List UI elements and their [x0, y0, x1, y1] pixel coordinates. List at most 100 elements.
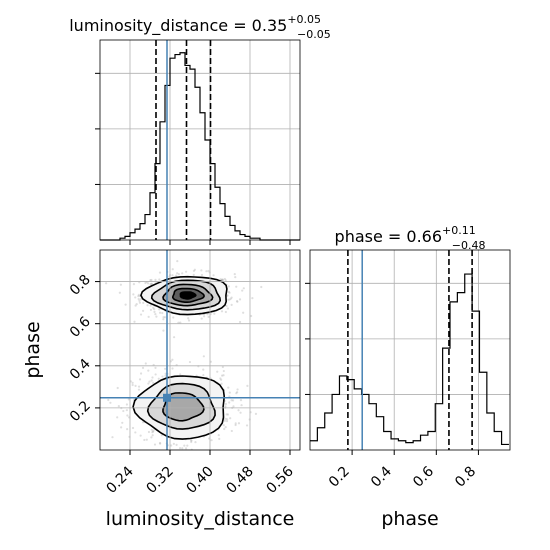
- scatter-point: [131, 381, 134, 384]
- scatter-point: [239, 399, 243, 402]
- scatter-point: [134, 431, 137, 434]
- scatter-point: [206, 313, 209, 316]
- scatter-point: [238, 298, 242, 301]
- scatter-point: [177, 321, 180, 324]
- grid: [310, 250, 510, 450]
- scatter-point: [153, 443, 157, 446]
- quantile-lines: [347, 250, 473, 450]
- scatter-point: [194, 451, 196, 453]
- scatter-point: [238, 320, 242, 324]
- scatter-point: [149, 282, 152, 286]
- scatter-point: [107, 398, 110, 402]
- scatter-point: [227, 386, 230, 389]
- hist-title: luminosity_distance = 0.35+0.05 −0.05: [69, 13, 331, 41]
- scatter-point: [144, 362, 147, 365]
- scatter-point: [144, 281, 147, 285]
- scatter-point: [235, 392, 238, 395]
- scatter-point: [127, 398, 130, 401]
- scatter-point: [236, 388, 239, 391]
- scatter-point: [154, 366, 157, 369]
- scatter-point: [139, 313, 143, 316]
- scatter-point: [117, 404, 120, 408]
- scatter-point: [200, 269, 203, 272]
- histogram-phase: 0.2 0.4 0.6 0.8 phase phase = 0.66+0.11 −0.4…: [305, 224, 511, 530]
- scatter-point: [151, 376, 154, 379]
- scatter-point: [179, 373, 182, 376]
- scatter-point: [150, 282, 153, 286]
- scatter-point: [151, 431, 154, 434]
- scatter-point: [213, 312, 216, 315]
- hist-title: phase = 0.66+0.11 −0.48: [335, 224, 486, 252]
- scatter-point: [220, 310, 224, 313]
- scatter-point: [179, 321, 182, 324]
- scatter-point: [137, 297, 140, 301]
- scatter-point: [227, 290, 230, 294]
- scatter-point: [250, 314, 253, 318]
- scatter-point: [183, 444, 186, 447]
- x-tick-label: 0.24: [103, 463, 136, 496]
- x-tick-label: 0.2: [326, 464, 353, 491]
- scatter-point: [187, 317, 190, 320]
- x-tick-label: 0.56: [263, 463, 296, 496]
- scatter-point: [236, 300, 239, 303]
- y-ticks: [95, 72, 100, 185]
- scatter-point: [229, 297, 232, 300]
- scatter-point: [139, 298, 142, 301]
- scatter-point: [200, 273, 204, 277]
- scatter-point: [230, 303, 233, 306]
- scatter-point: [171, 367, 174, 370]
- scatter-point: [226, 413, 230, 416]
- histogram-step-line: [100, 52, 300, 241]
- scatter-point: [172, 336, 176, 339]
- scatter-point: [190, 440, 193, 444]
- scatter-point: [205, 270, 208, 273]
- scatter-point: [132, 293, 135, 296]
- scatter-point: [227, 285, 230, 288]
- scatter-point: [171, 274, 174, 277]
- scatter-point: [188, 360, 192, 364]
- scatter-point: [228, 291, 231, 294]
- scatter-point: [177, 273, 180, 276]
- scatter-point: [212, 274, 215, 277]
- scatter-point: [162, 329, 165, 332]
- scatter-point: [141, 366, 145, 369]
- scatter-point: [153, 310, 156, 314]
- scatter-point: [137, 385, 141, 388]
- scatter-point: [172, 316, 175, 319]
- scatter-point: [228, 298, 231, 301]
- scatter-point: [242, 287, 245, 290]
- scatter-point: [218, 437, 221, 440]
- scatter-point: [124, 303, 127, 306]
- scatter-point: [226, 294, 229, 297]
- scatter-point: [187, 319, 191, 322]
- scatter-point: [220, 382, 223, 385]
- scatter-point: [143, 438, 146, 442]
- scatter-point: [220, 278, 223, 282]
- scatter-point: [192, 269, 196, 273]
- scatter-point: [233, 273, 236, 276]
- scatter-point: [217, 434, 220, 437]
- scatter-point: [158, 271, 162, 274]
- scatter-point: [230, 429, 233, 433]
- x-axis-label: luminosity_distance: [106, 508, 295, 530]
- scatter-point: [203, 315, 206, 318]
- scatter-point: [223, 277, 226, 281]
- scatter-point: [181, 447, 184, 450]
- scatter-point: [251, 297, 254, 300]
- scatter-point: [237, 422, 241, 425]
- scatter-point: [162, 316, 165, 319]
- scatter-point: [147, 315, 150, 318]
- scatter-point: [148, 455, 150, 457]
- scatter-point: [228, 391, 231, 394]
- x-tick-label: 0.4: [368, 463, 395, 490]
- y-ticks: [305, 282, 310, 395]
- scatter-point: [246, 384, 249, 388]
- scatter-point: [138, 378, 142, 381]
- scatter-point: [149, 304, 152, 307]
- scatter-point: [200, 317, 203, 320]
- scatter-point: [150, 282, 153, 285]
- scatter-point: [122, 409, 125, 413]
- scatter-point: [222, 374, 225, 377]
- scatter-point: [150, 457, 152, 459]
- scatter-point: [164, 372, 167, 375]
